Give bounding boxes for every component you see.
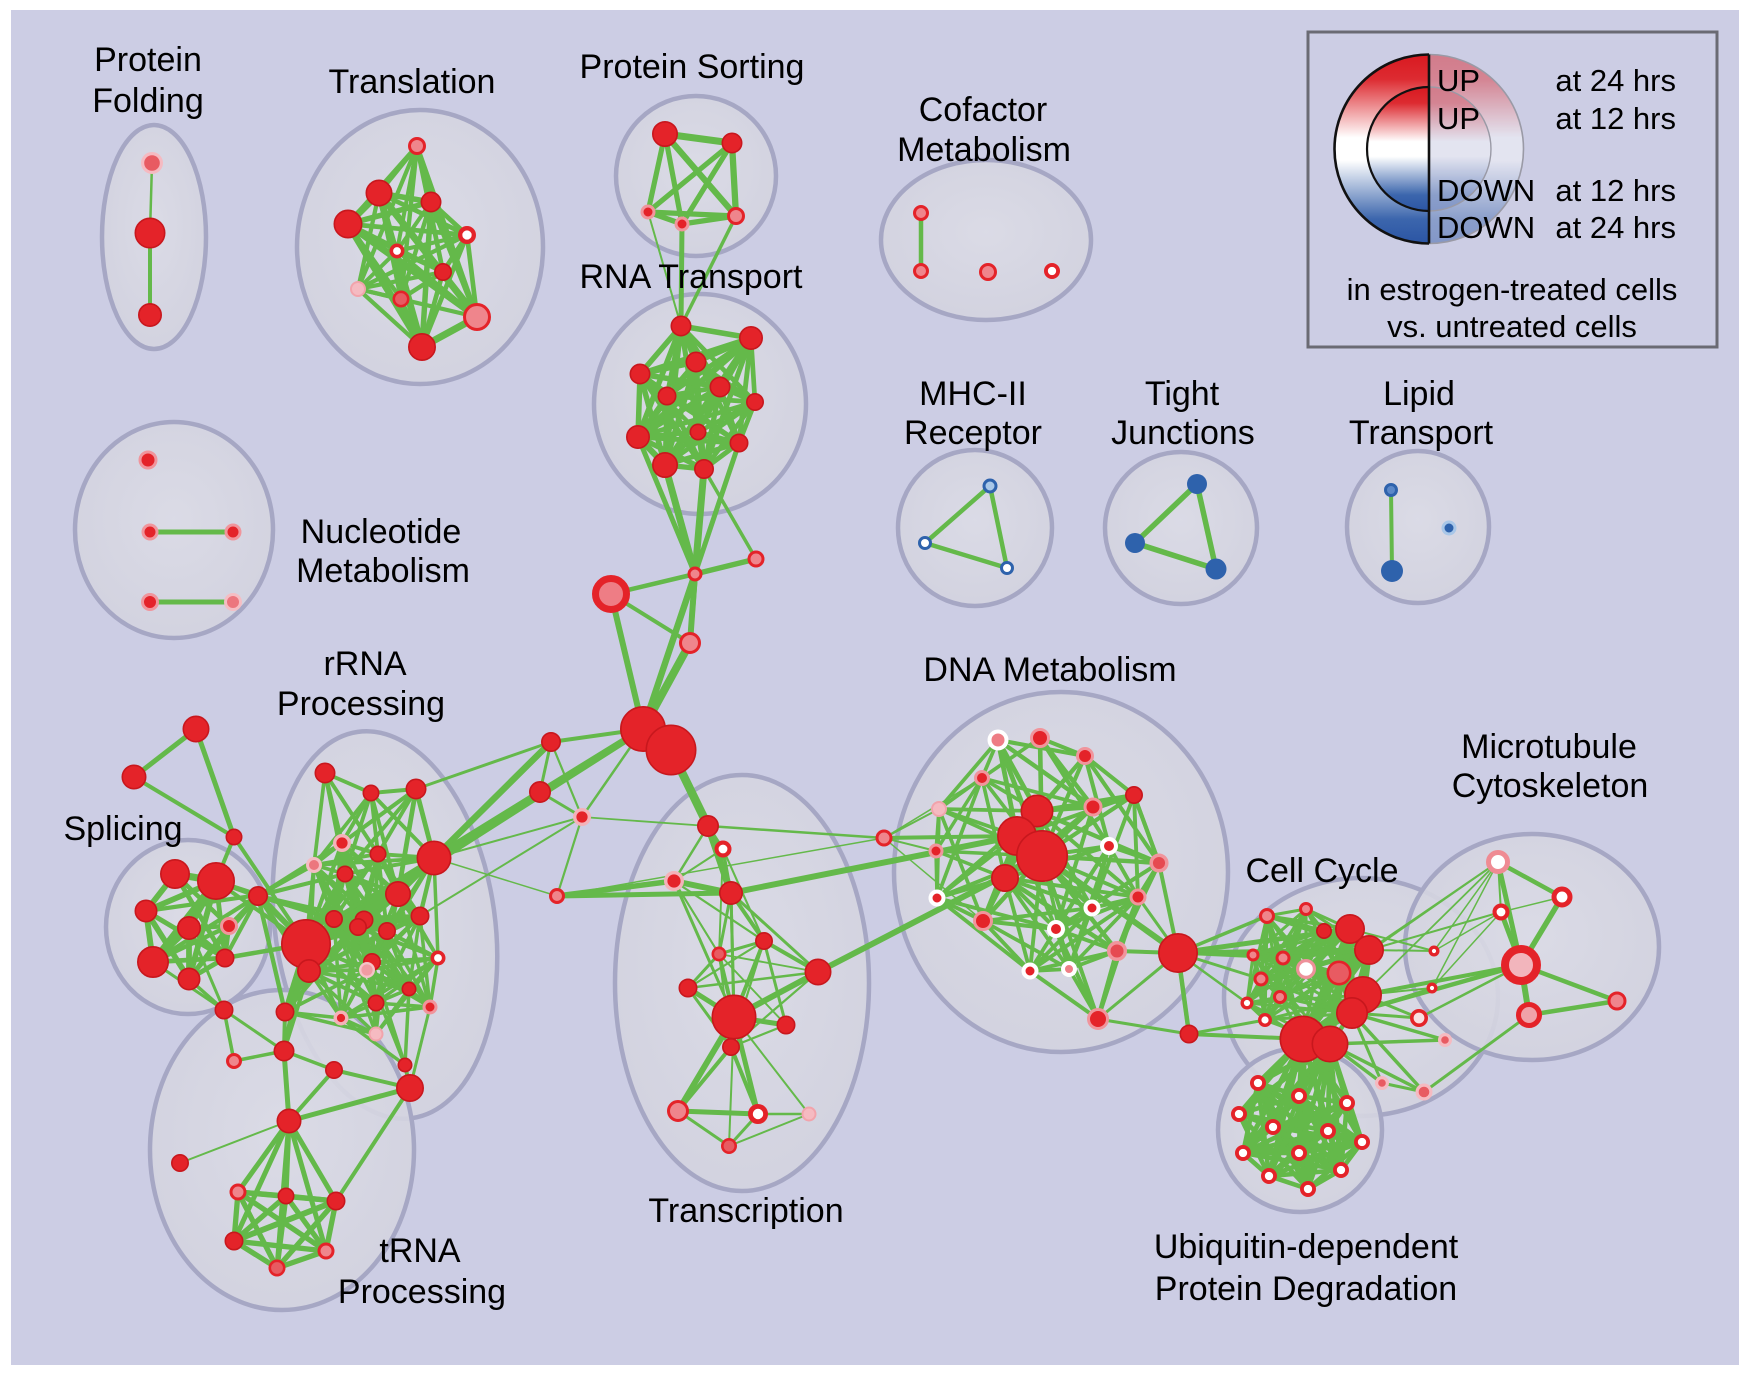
svg-text:Protein: Protein [94,41,202,79]
svg-text:RNA Transport: RNA Transport [580,258,804,296]
svg-text:rRNA: rRNA [323,645,406,683]
svg-text:Transcription: Transcription [648,1192,843,1230]
svg-text:Transport: Transport [1349,414,1494,452]
svg-text:Folding: Folding [92,82,204,120]
svg-text:MHC-II: MHC-II [919,375,1027,413]
svg-text:Tight: Tight [1145,375,1220,413]
svg-text:in estrogen-treated cells: in estrogen-treated cells [1347,272,1678,307]
svg-text:Junctions: Junctions [1111,414,1255,452]
svg-text:Cell Cycle: Cell Cycle [1245,852,1398,890]
svg-text:DOWN: DOWN [1437,210,1535,245]
svg-text:Cofactor: Cofactor [919,91,1048,129]
svg-text:Cytoskeleton: Cytoskeleton [1452,767,1649,805]
svg-text:DOWN: DOWN [1437,173,1535,208]
svg-text:Splicing: Splicing [63,810,182,848]
svg-text:Metabolism: Metabolism [897,131,1071,169]
svg-text:vs. untreated cells: vs. untreated cells [1387,309,1637,344]
svg-text:at 24 hrs: at 24 hrs [1555,210,1676,245]
svg-text:Protein Sorting: Protein Sorting [580,48,805,86]
svg-text:DNA Metabolism: DNA Metabolism [923,651,1176,689]
svg-text:Metabolism: Metabolism [296,552,470,590]
svg-text:Processing: Processing [338,1273,506,1311]
svg-text:Protein Degradation: Protein Degradation [1155,1270,1457,1308]
svg-text:Microtubule: Microtubule [1461,728,1637,766]
svg-text:UP: UP [1437,63,1480,98]
svg-text:Receptor: Receptor [904,414,1042,452]
svg-text:at 12 hrs: at 12 hrs [1555,101,1676,136]
svg-text:Lipid: Lipid [1383,375,1455,413]
svg-text:tRNA: tRNA [379,1232,461,1270]
svg-text:Ubiquitin-dependent: Ubiquitin-dependent [1154,1228,1459,1266]
svg-text:Processing: Processing [277,685,445,723]
svg-text:at 24 hrs: at 24 hrs [1555,63,1676,98]
svg-text:Translation: Translation [329,63,496,101]
svg-text:UP: UP [1437,101,1480,136]
svg-text:at 12 hrs: at 12 hrs [1555,173,1676,208]
svg-text:Nucleotide: Nucleotide [301,513,462,551]
